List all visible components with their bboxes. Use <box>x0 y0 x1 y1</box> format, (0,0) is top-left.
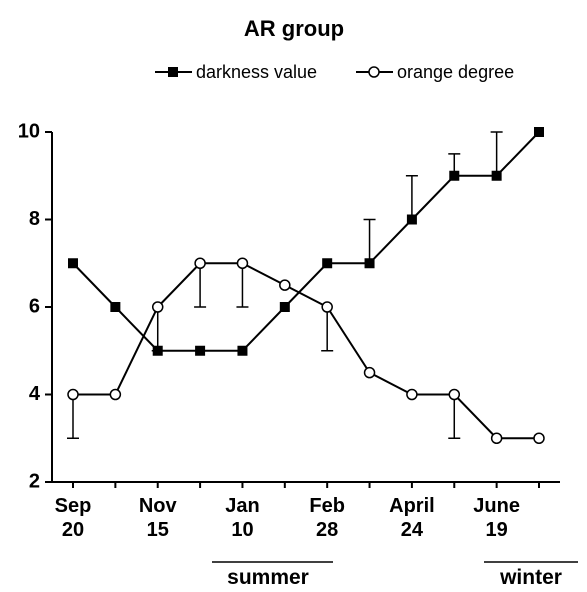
error-bar <box>151 307 164 352</box>
data-point <box>279 279 291 291</box>
data-point <box>364 258 375 269</box>
error-bar <box>448 394 461 439</box>
annotation: summer <box>227 566 309 589</box>
data-point <box>449 170 460 181</box>
x-tick-label: April 24 <box>389 495 435 541</box>
data-point <box>237 345 248 356</box>
data-point <box>151 301 164 313</box>
x-tick-label: Feb 28 <box>309 495 345 541</box>
data-point <box>236 257 249 269</box>
y-tick-label: 8 <box>29 208 40 230</box>
data-point <box>533 432 545 444</box>
data-point <box>110 302 121 312</box>
x-tick-label: Nov 15 <box>138 495 177 541</box>
legend-label: darkness value <box>196 62 317 82</box>
y-tick-label: 2 <box>29 470 40 492</box>
data-point <box>534 127 544 137</box>
error-bar <box>363 218 376 264</box>
x-tick-label: Sep 20 <box>54 495 92 541</box>
data-point <box>448 388 461 401</box>
error-bar <box>67 394 79 439</box>
legend-marker <box>168 67 178 77</box>
annotation: winter <box>500 566 562 589</box>
series-line <box>72 131 540 352</box>
chart-title: AR group <box>244 16 344 41</box>
data-point <box>109 388 122 401</box>
series-line <box>73 262 539 440</box>
x-tick-label: June 19 <box>473 495 520 541</box>
data-point <box>491 170 502 181</box>
y-tick-label: 6 <box>29 295 40 317</box>
error-bar <box>321 307 334 352</box>
data-point <box>406 214 417 225</box>
error-bar <box>236 263 249 308</box>
x-tick-label: Jan 10 <box>225 495 260 541</box>
error-bar <box>194 263 207 308</box>
error-bar <box>405 175 418 220</box>
data-point <box>279 302 290 312</box>
data-point <box>321 301 333 313</box>
data-point <box>194 257 206 269</box>
data-point <box>406 388 418 401</box>
data-point <box>322 258 333 269</box>
legend-marker <box>368 66 380 78</box>
legend-label: orange degree <box>397 62 514 82</box>
data-point <box>195 345 206 356</box>
y-tick-label: 4 <box>29 383 41 405</box>
data-point <box>67 388 79 401</box>
data-point <box>68 258 78 269</box>
data-point <box>363 366 376 379</box>
error-bar <box>490 131 503 176</box>
y-tick-label: 10 <box>18 120 40 142</box>
data-point <box>490 432 503 444</box>
